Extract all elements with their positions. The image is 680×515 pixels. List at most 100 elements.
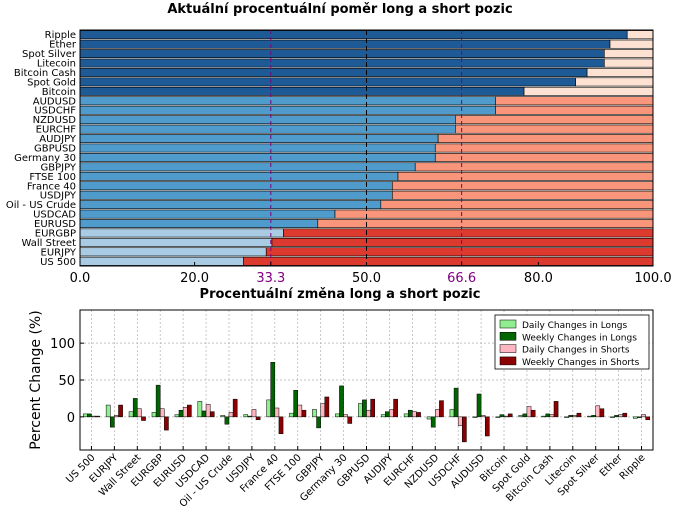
y-axis-label: Percent Change (%) [28, 310, 44, 449]
bar-weekly-changes-in-longs-ftse-100 [293, 390, 298, 418]
bar-weekly-changes-in-shorts-ether [622, 412, 628, 418]
bar-weekly-changes-in-longs-bitcoin [499, 414, 505, 418]
bar-weekly-changes-in-longs-nzdusd [430, 416, 436, 428]
bar-daily-changes-in-longs-eurgbp [151, 412, 157, 418]
y-tick-label-spot-silver: Spot Silver [22, 49, 77, 60]
bar-daily-changes-in-shorts-france-40 [274, 407, 280, 418]
y-tick-label-us-500: US 500 [40, 257, 76, 268]
bar-daily-changes-in-longs-nzdusd [426, 416, 432, 420]
x-tick-label: 100.0 [634, 271, 671, 286]
y-tick-label-ether: Ether [49, 40, 77, 51]
bar-weekly-changes-in-shorts-bitcoin-cash [553, 401, 559, 418]
bar-weekly-changes-in-shorts-gbpjpy [324, 396, 330, 418]
y-tick-label-germany-30: Germany 30 [14, 153, 76, 164]
bar-weekly-changes-in-longs-wall-street [132, 398, 138, 418]
bar-daily-changes-in-longs-ftse-100 [289, 412, 294, 418]
bar-daily-changes-in-shorts-usdchf [457, 416, 463, 426]
bar-daily-changes-in-longs-usdjpy [243, 414, 249, 418]
y-tick-label-gbpusd: GBPUSD [34, 144, 76, 155]
bar-weekly-changes-in-longs-eurchf [407, 409, 413, 418]
y-tick-label-eurjpy: EURJPY [41, 247, 77, 258]
bar-weekly-changes-in-shorts-ftse-100 [301, 409, 307, 418]
bar-weekly-changes-in-shorts-audjpy [393, 398, 398, 418]
legend-swatch-weekly-changes-in-longs [499, 332, 517, 341]
x-tick-label: 20.0 [180, 271, 209, 286]
bar-daily-changes-in-shorts-eurchf [412, 411, 417, 418]
bar-weekly-changes-in-shorts-us-500 [95, 415, 100, 418]
bar-weekly-changes-in-longs-spot-gold [522, 413, 528, 418]
bar-daily-changes-in-shorts-nzdusd [435, 409, 440, 418]
bar-daily-changes-in-longs-ether [610, 416, 615, 418]
bar-daily-changes-in-longs-gbpusd [357, 403, 363, 418]
y-tick-label-wall-street: Wall Street [22, 238, 77, 249]
bar-weekly-changes-in-shorts-nzdusd [439, 400, 444, 418]
bar-weekly-changes-in-longs-ether [614, 415, 619, 418]
bar-weekly-changes-in-shorts-wall-street [141, 416, 146, 421]
y-tick-label-nzdusd: NZDUSD [33, 115, 77, 126]
bar-daily-changes-in-shorts-wall-street [137, 408, 142, 418]
x-tick-label: 50.0 [352, 271, 381, 286]
bar-daily-changes-in-longs-litecoin [564, 416, 569, 418]
bar-daily-changes-in-shorts-germany-30 [343, 414, 348, 418]
bar-weekly-changes-in-longs-bitcoin-cash [545, 413, 551, 418]
legend-swatch-daily-changes-in-shorts [499, 344, 517, 353]
bar-weekly-changes-in-shorts-eurusd [187, 404, 192, 418]
bar-daily-changes-in-longs-bitcoin-cash [541, 415, 546, 418]
y-tick-label-usdchf: USDCHF [34, 106, 76, 117]
bar-daily-changes-in-shorts-gbpjpy [320, 403, 326, 418]
bar-daily-changes-in-longs-germany-30 [335, 413, 340, 418]
bar-daily-changes-in-shorts-audusd [480, 415, 486, 418]
bar-weekly-changes-in-shorts-gbpusd [370, 398, 376, 418]
y-tick-label-ripple: Ripple [45, 30, 76, 41]
legend-swatch-daily-changes-in-longs [499, 319, 517, 329]
y-tick-label-usdjpy: USDJPY [40, 191, 77, 202]
bar-daily-changes-in-shorts-eurjpy [114, 415, 119, 418]
bar-weekly-changes-in-longs-france-40 [270, 362, 276, 418]
bar-daily-changes-in-shorts-spot-gold [526, 406, 532, 418]
y-tick-label-audjpy: AUDJPY [39, 134, 77, 145]
bar-weekly-changes-in-shorts-eurgbp [164, 416, 169, 431]
bar-daily-changes-in-longs-eurusd [174, 414, 180, 418]
chart-title-change: Procentuální změna long a short pozic [199, 287, 481, 302]
x-tick-label: 66.6 [447, 271, 476, 286]
bar-weekly-changes-in-longs-eurjpy [110, 416, 115, 428]
bar-daily-changes-in-longs-eurchf [403, 413, 409, 418]
bar-daily-changes-in-longs-gbpjpy [312, 409, 317, 418]
legend-label-daily-changes-in-longs: Daily Changes in Longs [522, 321, 627, 331]
y-tick-label-litecoin: Litecoin [37, 59, 76, 70]
y-tick-label-eurusd: EURUSD [34, 219, 76, 230]
bar-daily-changes-in-longs-oil-us-crude [220, 415, 226, 418]
bar-weekly-changes-in-longs-gbpjpy [316, 416, 321, 429]
bar-weekly-changes-in-shorts-spot-gold [530, 409, 536, 418]
bar-weekly-changes-in-longs-audjpy [385, 411, 390, 418]
chart-title-ratio: Aktuální procentuální poměr long a short… [167, 2, 513, 17]
bar-daily-changes-in-shorts-bitcoin-cash [549, 414, 555, 418]
bar-daily-changes-in-longs-audjpy [380, 414, 386, 418]
legend-label-weekly-changes-in-longs: Weekly Changes in Longs [522, 333, 637, 343]
y-tick-label-spot-gold: Spot Gold [27, 77, 76, 88]
y-tick-label-france-40: France 40 [27, 181, 76, 192]
bar-weekly-changes-in-shorts-spot-silver [599, 408, 605, 418]
bar-daily-changes-in-shorts-eurgbp [159, 408, 165, 418]
bar-weekly-changes-in-longs-usdjpy [247, 415, 253, 418]
x-tick-label: 0.0 [70, 271, 91, 286]
legend-label-daily-changes-in-shorts: Daily Changes in Shorts [522, 346, 630, 356]
y-tick-label-ftse-100: FTSE 100 [29, 172, 76, 183]
bar-daily-changes-in-longs-eurjpy [105, 404, 111, 418]
bar-weekly-changes-in-longs-ripple [637, 416, 642, 418]
bar-daily-changes-in-shorts-ether [618, 414, 623, 418]
bar-weekly-changes-in-shorts-germany-30 [347, 416, 353, 424]
bar-weekly-changes-in-shorts-eurjpy [118, 404, 123, 418]
y-tick-label: 50 [58, 374, 75, 389]
bar-daily-changes-in-longs-france-40 [266, 399, 271, 418]
bar-weekly-changes-in-longs-eurusd [178, 409, 184, 418]
bar-daily-changes-in-shorts-ftse-100 [297, 404, 303, 418]
bar-weekly-changes-in-shorts-bitcoin [507, 413, 513, 418]
bar-weekly-changes-in-shorts-usdcad [209, 411, 215, 418]
y-tick-label-eurgbp: EURGBP [35, 228, 76, 239]
bar-daily-changes-in-shorts-spot-silver [595, 405, 601, 418]
bar-daily-changes-in-longs-usdchf [449, 409, 455, 418]
y-tick-label-audusd: AUDUSD [33, 96, 77, 107]
